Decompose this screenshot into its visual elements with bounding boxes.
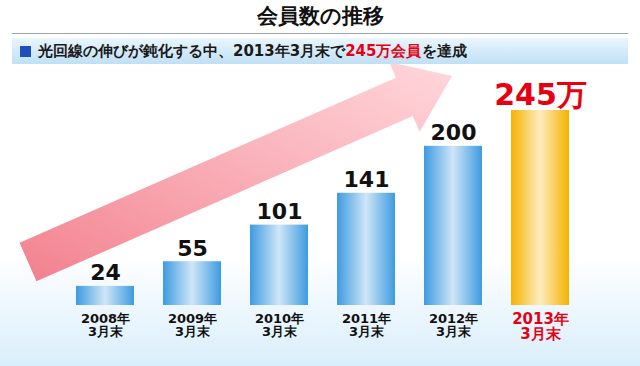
html-text:光回線の伸びが鈍化する中、2013年3月末で245万会員を達: 光回線の伸びが鈍化する中、2013年3月末で245万会員を達成 xyxy=(38,42,467,60)
html-text:会員数の推移: 会員数の推移 xyxy=(256,4,384,28)
svg-text:2013年3月末: 2013年3月末 xyxy=(512,310,569,343)
svg-text:200: 200 xyxy=(431,120,477,145)
svg-text:24: 24 xyxy=(90,260,121,285)
svg-text:2011年3月末: 2011年3月末 xyxy=(342,311,391,339)
svg-text:55: 55 xyxy=(177,236,208,261)
svg-text:245万: 245万 xyxy=(494,77,587,112)
svg-text:2008年3月末: 2008年3月末 xyxy=(81,311,130,339)
svg-text:141: 141 xyxy=(344,167,390,192)
svg-text:2009年3月末: 2009年3月末 xyxy=(168,311,217,339)
svg-text:2012年3月末: 2012年3月末 xyxy=(429,311,478,339)
svg-text:101: 101 xyxy=(257,199,303,224)
svg-text:2010年3月末: 2010年3月末 xyxy=(255,311,304,339)
